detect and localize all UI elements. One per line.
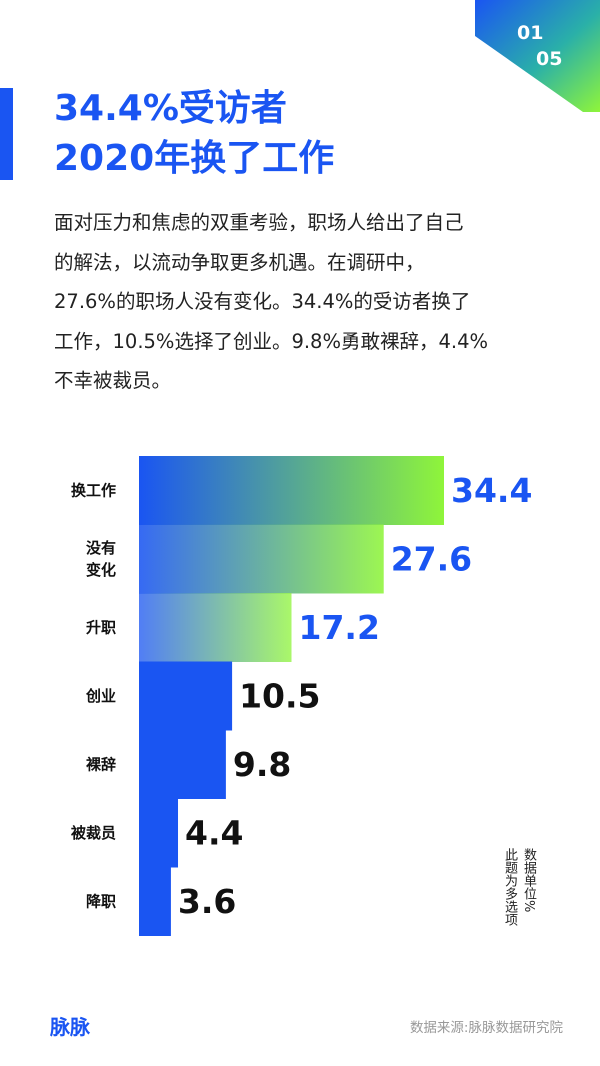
bar xyxy=(139,456,444,525)
value-label: 10.5 xyxy=(239,676,320,715)
page-title: 34.4%受访者 2020年换了工作 xyxy=(54,84,334,184)
bar xyxy=(139,593,292,662)
bar xyxy=(139,730,226,799)
value-label: 9.8 xyxy=(233,745,291,784)
category-label: 变化 xyxy=(86,561,116,579)
description-text: 面对压力和焦虑的双重考验，职场人给出了自己 的解法，以流动争取更多机遇。在调研中… xyxy=(54,203,554,401)
description-line: 27.6%的职场人没有变化。34.4%的受访者换了 xyxy=(54,290,471,313)
title-line-2: 2020年换了工作 xyxy=(54,138,335,179)
title-line-1: 34.4%受访者 xyxy=(54,88,287,129)
data-unit-note: 数据单位% xyxy=(521,848,536,913)
value-label: 34.4 xyxy=(451,471,532,510)
title-accent-bar xyxy=(0,88,13,180)
description-line: 工作，10.5%选择了创业。9.8%勇敢裸辞，4.4% xyxy=(54,329,489,353)
value-label: 3.6 xyxy=(178,882,236,921)
page-total-number: 05 xyxy=(536,48,563,70)
category-label: 没有 xyxy=(86,539,116,557)
bar xyxy=(139,798,179,868)
description-line: 的解法，以流动争取更多机遇。在调研中， xyxy=(54,250,425,274)
description-line: 不幸被裁员。 xyxy=(54,369,172,392)
category-label: 降职 xyxy=(86,892,116,910)
data-source: 数据来源:脉脉数据研究院 xyxy=(409,1020,563,1036)
bar xyxy=(139,867,171,936)
maimai-logo: 脉脉 xyxy=(50,1015,90,1039)
category-label: 被裁员 xyxy=(71,824,116,842)
description-line: 面对压力和焦虑的双重考验，职场人给出了自己 xyxy=(54,211,464,234)
multi-choice-note: 此题为多选项 xyxy=(502,848,517,926)
category-label: 升职 xyxy=(86,618,116,636)
category-label: 创业 xyxy=(85,687,116,705)
bar xyxy=(139,524,384,594)
corner-gradient-badge xyxy=(475,0,600,112)
value-label: 17.2 xyxy=(299,608,380,647)
bar xyxy=(139,661,233,731)
value-label: 27.6 xyxy=(391,539,472,578)
category-label: 裸辞 xyxy=(86,755,116,773)
category-label: 换工作 xyxy=(71,481,116,499)
page-current-number: 01 xyxy=(517,22,544,44)
value-label: 4.4 xyxy=(185,813,243,852)
